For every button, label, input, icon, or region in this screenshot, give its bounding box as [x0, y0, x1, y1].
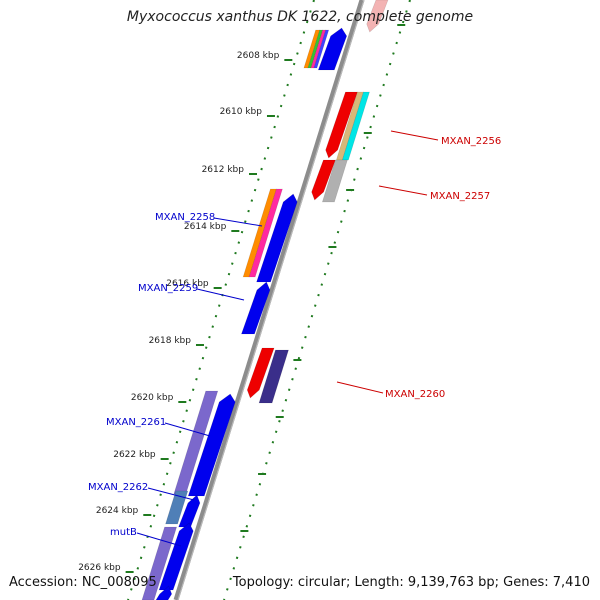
forward-gene	[241, 281, 271, 335]
scale-tick-label: 2620 kbp	[131, 393, 174, 403]
reverse-gene	[325, 91, 358, 159]
forward-gene	[317, 27, 348, 71]
feature-band	[141, 526, 178, 600]
reverse-gene	[366, 0, 389, 33]
forward-gene	[158, 522, 194, 591]
gene-leader-line	[390, 130, 439, 141]
scale-tick-label: 2612 kbp	[202, 165, 245, 175]
forward-gene	[187, 393, 236, 497]
forward-gene-label: MXAN_2258	[155, 212, 215, 223]
forward-gene	[313, 29, 330, 69]
accession-text: Accession: NC_008095	[9, 575, 157, 590]
gene-leader-line	[196, 288, 245, 301]
scale-tick-label: 2624 kbp	[96, 506, 139, 516]
reverse-gene-label: MXAN_2256	[441, 136, 501, 147]
gene-leader-line	[136, 532, 182, 547]
forward-gene-label: mutB	[110, 527, 137, 538]
genome-backbone	[173, 0, 365, 600]
scale-tick-label: 2610 kbp	[220, 107, 263, 117]
scale-tick-label: 2618 kbp	[149, 336, 192, 346]
forward-gene-label: MXAN_2259	[138, 283, 198, 294]
forward-gene	[155, 585, 173, 600]
gene-leader-line	[336, 381, 384, 394]
reverse-gene	[258, 349, 289, 404]
genome-backbone-highlight	[177, 0, 365, 600]
genome-summary-text: Topology: circular; Length: 9,139,763 bp…	[232, 575, 590, 590]
reverse-gene	[341, 91, 370, 161]
scale-guide-left	[127, 0, 315, 600]
forward-gene-label: MXAN_2262	[88, 482, 148, 493]
map-title: Myxococcus xanthus DK 1622, complete gen…	[126, 9, 474, 25]
reverse-gene-label: MXAN_2257	[430, 191, 490, 202]
forward-gene	[165, 490, 189, 525]
gene-leader-line	[147, 487, 195, 501]
scale-tick-label: 2608 kbp	[237, 51, 280, 61]
scale-tick-label: 2626 kbp	[78, 563, 121, 573]
gene-leader-line	[164, 422, 211, 437]
gene-leader-line	[378, 185, 428, 196]
scale-tick-label: 2622 kbp	[113, 450, 156, 460]
forward-gene	[248, 188, 283, 278]
reverse-gene	[321, 159, 348, 203]
reverse-gene	[246, 347, 275, 399]
forward-gene	[178, 494, 201, 528]
forward-gene	[256, 193, 298, 283]
scale-guide-right	[223, 0, 411, 600]
reverse-gene-label: MXAN_2260	[385, 389, 445, 400]
forward-gene-label: MXAN_2261	[106, 417, 166, 428]
scale-tick-label: 2616 kbp	[166, 279, 209, 289]
scale-tick-label: 2614 kbp	[184, 222, 227, 232]
gene-leader-line	[213, 217, 263, 227]
reverse-gene	[311, 159, 336, 201]
